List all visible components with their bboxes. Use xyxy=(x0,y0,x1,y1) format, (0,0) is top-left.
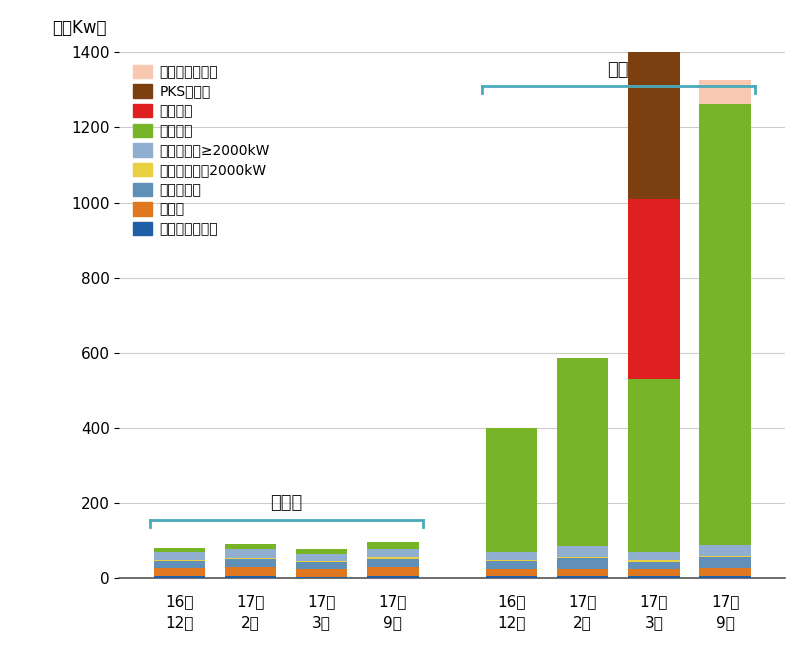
Bar xyxy=(699,568,750,576)
Text: 認定: 認定 xyxy=(607,61,629,79)
Bar xyxy=(225,544,276,550)
Bar xyxy=(296,561,347,562)
Bar xyxy=(628,562,680,570)
Bar xyxy=(154,553,205,560)
Bar xyxy=(225,558,276,559)
Bar xyxy=(699,556,750,557)
Bar xyxy=(628,8,680,199)
Bar xyxy=(154,548,205,553)
Bar xyxy=(557,557,609,558)
Bar xyxy=(699,557,750,568)
Bar xyxy=(628,199,680,379)
Bar xyxy=(225,567,276,576)
Bar xyxy=(628,570,680,576)
Bar xyxy=(296,553,347,561)
Bar xyxy=(296,569,347,577)
Bar xyxy=(486,576,538,578)
Bar xyxy=(367,549,418,557)
Bar xyxy=(486,552,538,561)
Bar xyxy=(486,570,538,576)
Bar xyxy=(367,542,418,549)
Y-axis label: （万Kw）: （万Kw） xyxy=(52,19,106,37)
Bar xyxy=(628,379,680,552)
Bar xyxy=(225,559,276,567)
Bar xyxy=(154,568,205,576)
Bar xyxy=(486,561,538,570)
Bar xyxy=(367,576,418,578)
Bar xyxy=(628,576,680,578)
Bar xyxy=(628,561,680,562)
Bar xyxy=(699,80,750,104)
Bar xyxy=(367,567,418,576)
Bar xyxy=(296,549,347,553)
Bar xyxy=(367,557,418,559)
Bar xyxy=(486,428,538,552)
Bar xyxy=(154,561,205,568)
Bar xyxy=(557,576,609,578)
Bar xyxy=(154,576,205,578)
Bar xyxy=(154,560,205,561)
Bar xyxy=(367,559,418,567)
Bar xyxy=(557,546,609,557)
Bar xyxy=(296,577,347,578)
Bar xyxy=(699,576,750,578)
Bar xyxy=(225,550,276,558)
Bar xyxy=(699,104,750,546)
Legend: 木質ペレット等, PKSを含む, パーム油, 一般木質, 未利用木質≥2000kW, 未利用木質＜2000kW, メタン発酵, 廃棄物, リサイクル木材: 木質ペレット等, PKSを含む, パーム油, 一般木質, 未利用木質≥2000k… xyxy=(133,64,270,236)
Bar xyxy=(225,576,276,578)
Bar xyxy=(557,558,609,569)
Bar xyxy=(557,569,609,576)
Bar xyxy=(699,546,750,556)
Bar xyxy=(628,552,680,561)
Bar xyxy=(557,359,609,546)
Bar xyxy=(296,562,347,569)
Bar xyxy=(628,0,680,8)
Text: 稼働済: 稼働済 xyxy=(270,494,302,512)
